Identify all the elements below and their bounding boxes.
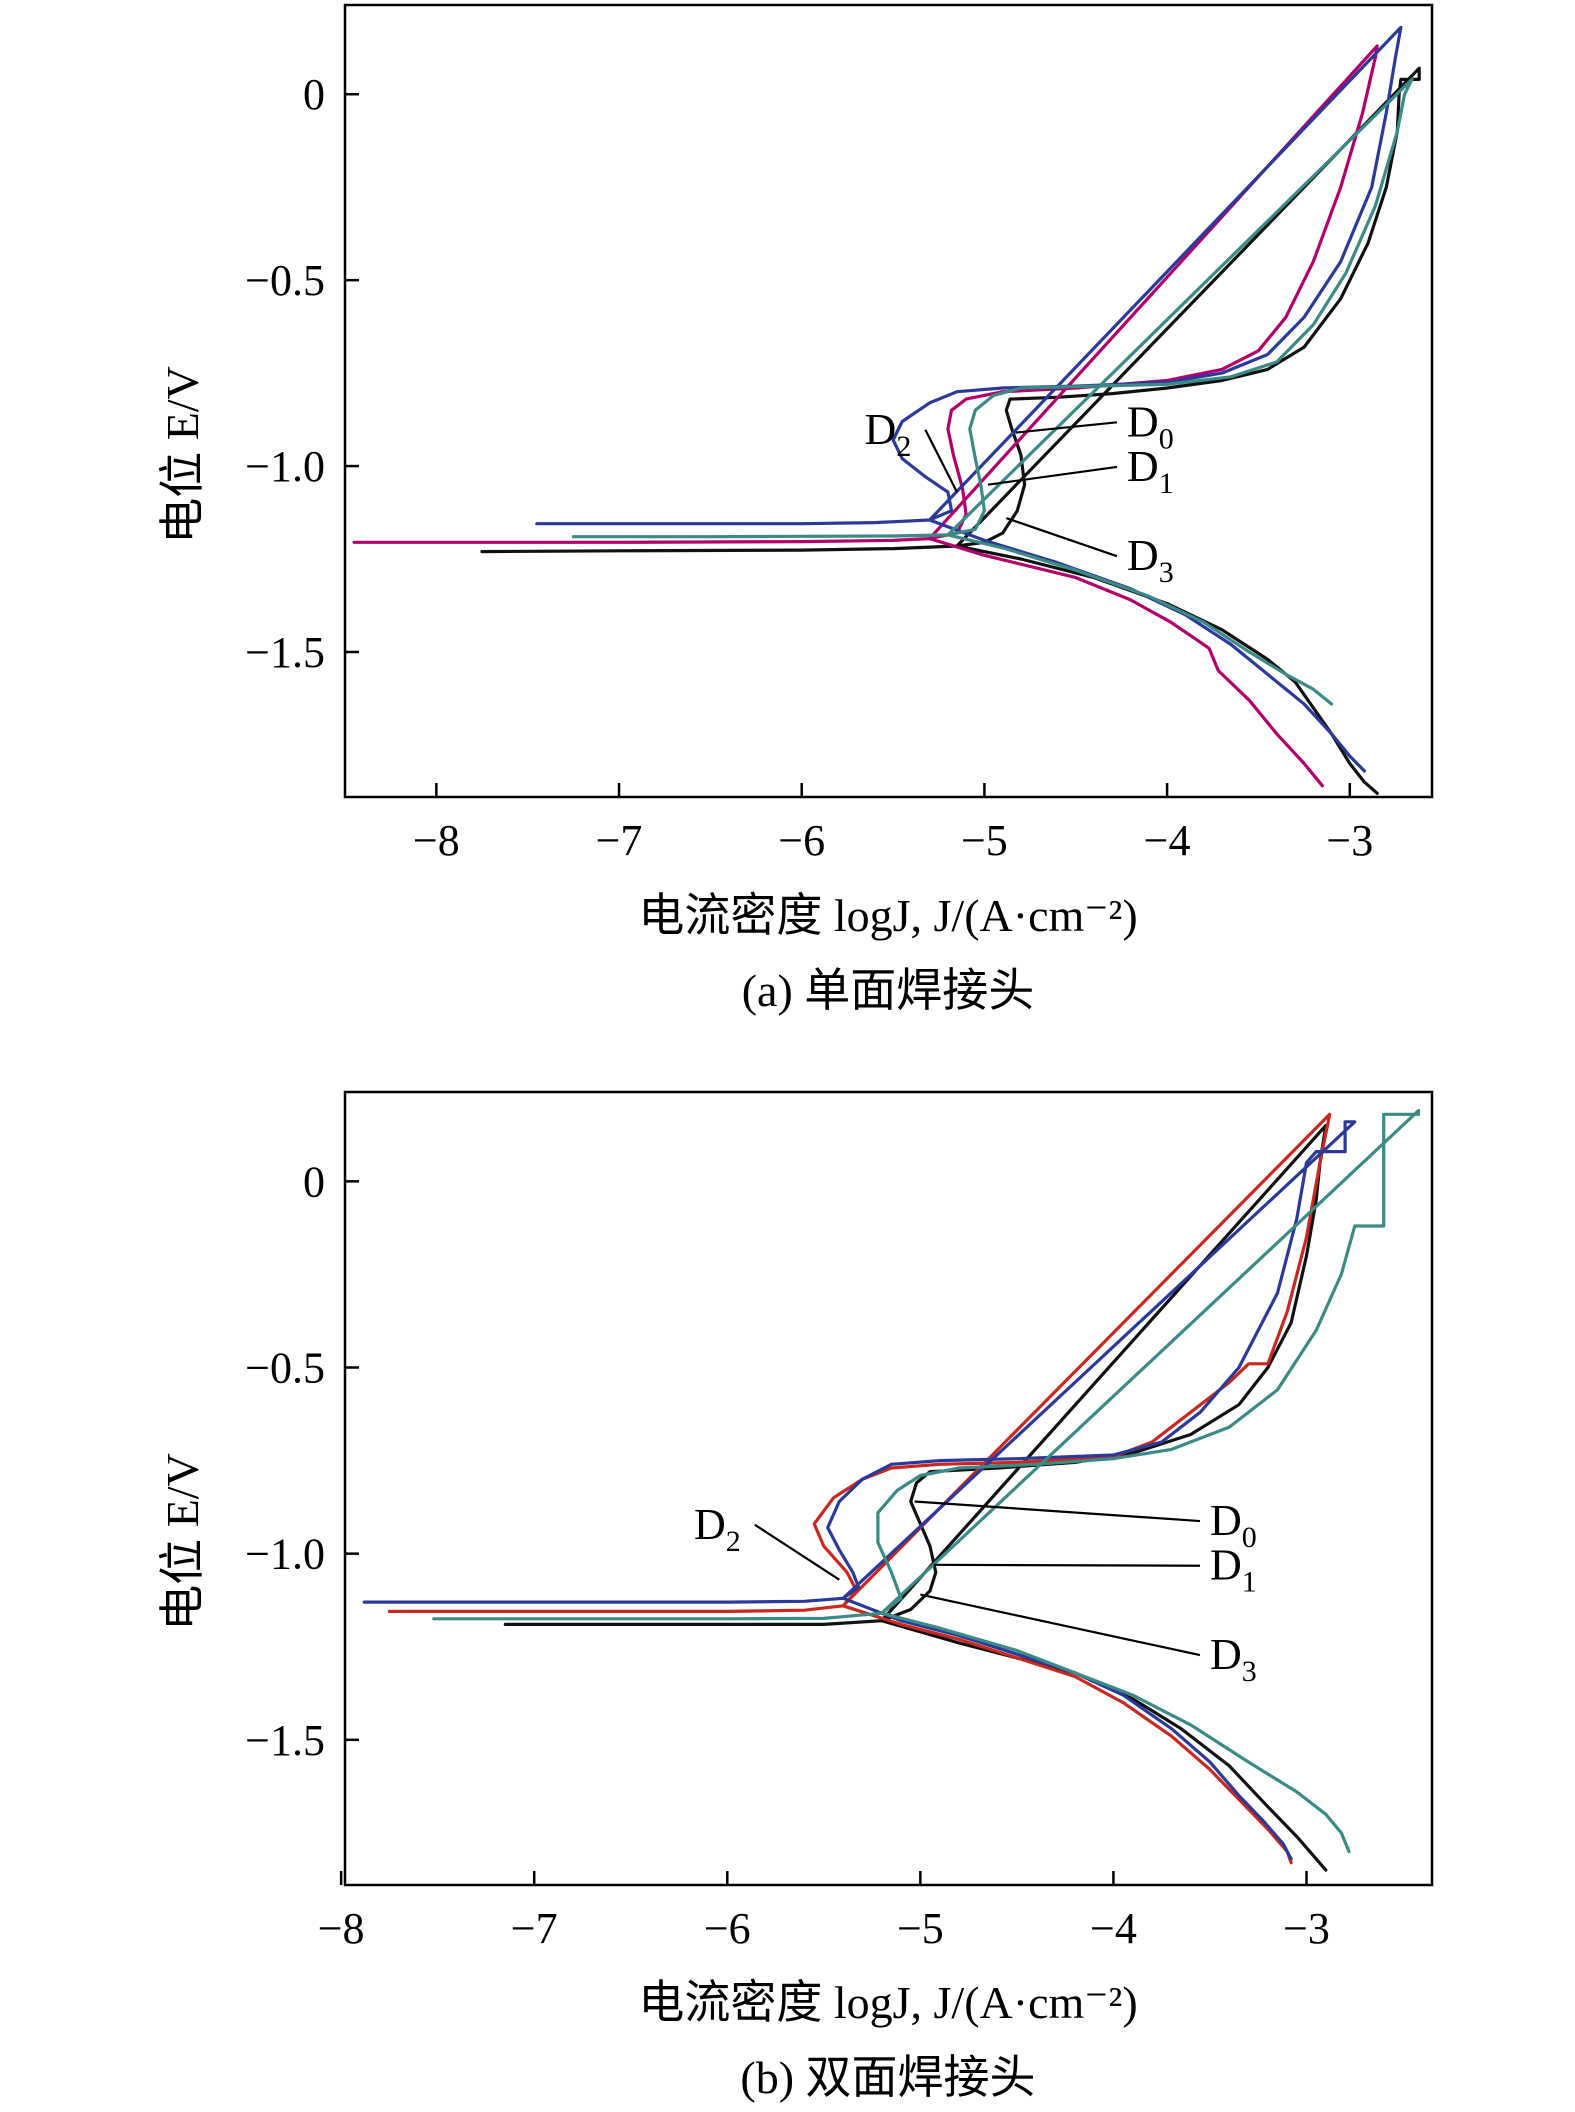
- panel-a-callout-label: D0: [1127, 397, 1174, 455]
- panel-a-callout-subscript: 1: [1159, 467, 1174, 500]
- panel-b-callout-leader-line: [920, 1593, 1201, 1657]
- panel-b-callout-leader-line: [754, 1523, 840, 1581]
- panel-b-x-tick-label: −3: [1283, 1904, 1330, 1953]
- panel-b-y-ticks: 0 −0.5 −1.0 −1.5: [245, 1157, 359, 1765]
- panel-b-y-axis-title: 电位 E/V: [157, 1453, 208, 1631]
- panel-b-series-d1-line: [387, 1112, 1332, 1865]
- panel-a-y-tick-label: −1.5: [245, 628, 325, 677]
- panel-a-callout-leader-line: [1005, 517, 1118, 558]
- panel-b-callout-leader-line: [914, 1500, 1201, 1523]
- panel-a-x-axis-title: 电流密度 logJ, J/(A·cm⁻²): [638, 890, 1137, 941]
- panel-a-y-tick-label: −1.0: [245, 442, 325, 491]
- panel-a-series-d3-line: [571, 77, 1414, 706]
- panel-a-x-tick-label: −4: [1144, 816, 1191, 865]
- panel-a-callout-letter: D: [1127, 531, 1159, 580]
- panel-b-callout-letter: D: [1210, 1630, 1242, 1679]
- panel-b-callout-letter: D: [694, 1500, 726, 1549]
- panel-a-callout-label: D2: [865, 405, 912, 463]
- panel-a-callout-letter: D: [1127, 442, 1159, 491]
- panel-b-x-tick-label: −8: [318, 1904, 365, 1953]
- panel-b-y-tick-label: −1.5: [245, 1716, 325, 1765]
- panel-a-callout-leader-line: [1015, 421, 1118, 434]
- panel-a-y-tick-label: 0: [303, 70, 325, 119]
- panel-a-callout-subscript: 0: [1159, 422, 1174, 455]
- panel-b-x-ticks: −8 −7 −6 −5 −4 −3: [318, 1871, 1330, 1953]
- panel-b-callout-label: D0: [1210, 1496, 1257, 1554]
- panel-b-x-tick-label: −6: [704, 1904, 751, 1953]
- panel-a-callout-label: D1: [1127, 442, 1174, 500]
- panel-a-caption: (a) 单面焊接头: [742, 965, 1035, 1016]
- panel-a-x-tick-label: −5: [961, 816, 1008, 865]
- panel-b-callout-label: D1: [1210, 1541, 1257, 1599]
- panel-a-plot-frame: [343, 3, 1434, 799]
- panel-b-callout-subscript: 0: [1242, 1521, 1257, 1554]
- panel-a-x-tick-label: −7: [596, 816, 643, 865]
- panel-a-x-tick-label: −8: [413, 816, 460, 865]
- panel-b-callout-subscript: 3: [1242, 1655, 1257, 1688]
- panel-b-caption: (b) 双面焊接头: [740, 2052, 1035, 2103]
- panel-a-y-tick-label: −0.5: [245, 256, 325, 305]
- panel-a-series-d2-line: [535, 25, 1403, 773]
- panel-b-x-tick-label: −4: [1090, 1904, 1137, 1953]
- panel-a-series-group: [352, 25, 1421, 795]
- panel-a-callout-label: D3: [1127, 531, 1174, 589]
- panel-b-x-tick-label: −7: [511, 1904, 558, 1953]
- panel-b-x-tick-label: −5: [897, 1904, 944, 1953]
- panel-b-callout-leader-line: [933, 1563, 1200, 1567]
- panel-b-callout-letter: D: [1210, 1541, 1242, 1590]
- panel-b-callout-subscript: 2: [726, 1525, 741, 1558]
- panel-a-callout-subscript: 3: [1159, 556, 1174, 589]
- panel-b-series-d2-line: [362, 1120, 1357, 1861]
- panel-a-series-d0-line: [480, 66, 1421, 795]
- panel-a-y-axis-title: 电位 E/V: [157, 366, 208, 544]
- panel-a-callout-subscript: 2: [896, 430, 911, 463]
- panel-b-callout-label: D2: [694, 1500, 741, 1558]
- panel-b-series-group: [362, 1108, 1421, 1872]
- panel-a-callout-letter: D: [1127, 397, 1159, 446]
- panel-b-series-d3-line: [432, 1108, 1421, 1854]
- panel-a-x-ticks: −8 −7 −6 −5 −4 −3: [413, 783, 1373, 865]
- panel-b-plot-frame: [343, 1090, 1434, 1887]
- panel-b-y-tick-label: −1.0: [245, 1530, 325, 1579]
- panel-b-y-tick-label: −0.5: [245, 1344, 325, 1393]
- panel-b-x-axis-title: 电流密度 logJ, J/(A·cm⁻²): [638, 1977, 1137, 2028]
- panel-a-callout-leader-line: [987, 465, 1118, 486]
- panel-b-callout-label: D3: [1210, 1630, 1257, 1688]
- panel-a-callout-leader-line: [924, 429, 958, 493]
- panel-a-callout-letter: D: [865, 405, 897, 454]
- panel-b-callout-subscript: 1: [1242, 1566, 1257, 1599]
- panel-b-callout-letter: D: [1210, 1496, 1242, 1545]
- panel-b-y-tick-label: 0: [303, 1157, 325, 1206]
- panel-b-series-d0-line: [503, 1123, 1328, 1872]
- panel-a-y-ticks: 0 −0.5 −1.0 −1.5: [245, 70, 359, 677]
- panel-a-x-tick-label: −3: [1326, 816, 1373, 865]
- panel-a-x-tick-label: −6: [778, 816, 825, 865]
